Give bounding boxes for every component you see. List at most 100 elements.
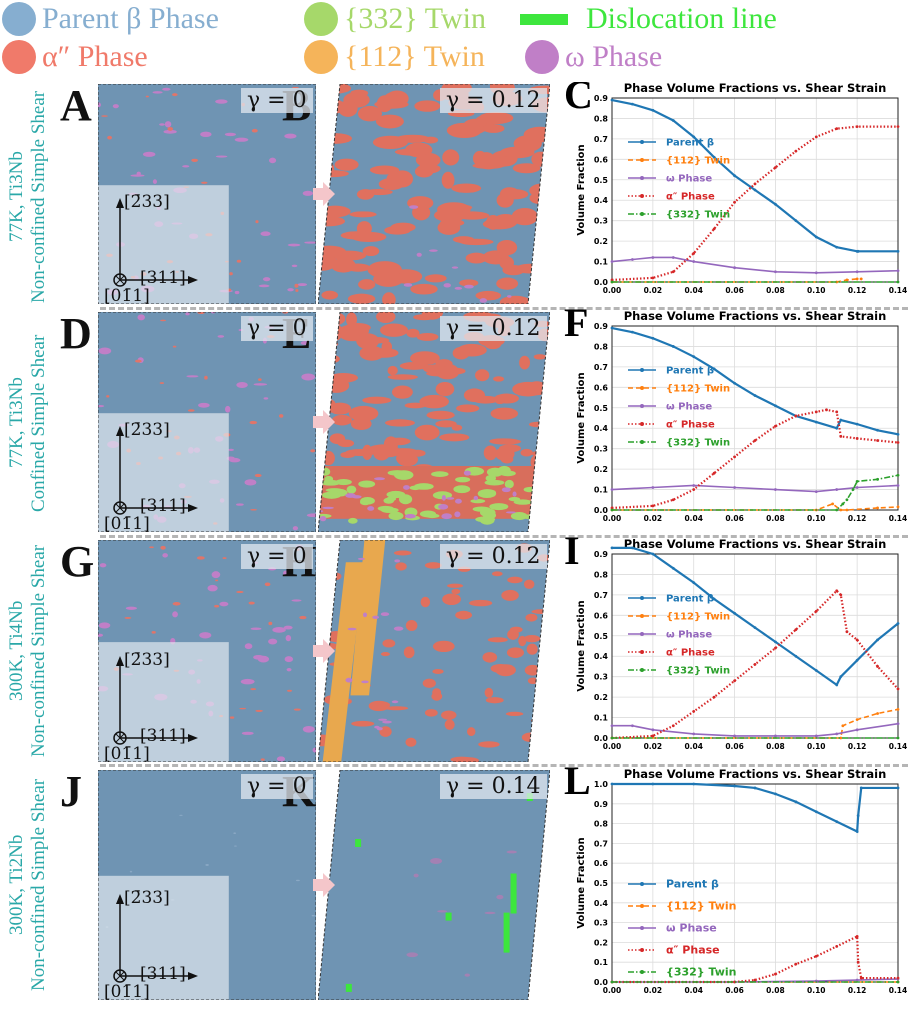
- beta-grain: [233, 832, 237, 834]
- out-of-plane-icon: [115, 275, 125, 285]
- legend-marker-icon: [640, 614, 644, 618]
- alpha-domain: [379, 323, 409, 337]
- arrow-head-icon: [116, 894, 124, 904]
- series-point: [671, 345, 675, 348]
- omega-cluster: [300, 341, 310, 345]
- y-tick-label: 0.2: [594, 465, 608, 474]
- omega-cluster: [234, 137, 249, 142]
- legend-marker-icon: [640, 176, 644, 180]
- omega-cluster: [285, 635, 292, 642]
- x-tick-label: 0.00: [603, 986, 622, 995]
- twin-332-domain: [432, 491, 453, 500]
- series-line-2: [612, 722, 899, 737]
- alpha-cluster: [250, 688, 257, 691]
- y-tick-label: 0.0: [594, 734, 609, 743]
- twin-332-domain: [358, 480, 376, 488]
- row-label-line2: Non-confined Simple Shear: [28, 90, 49, 304]
- series-point: [610, 260, 614, 263]
- series-point: [814, 271, 818, 275]
- axis-label-right: [311]: [140, 726, 186, 746]
- series-point: [876, 712, 879, 715]
- omega-cluster: [142, 151, 156, 157]
- omega-cluster: [98, 622, 111, 629]
- series-point: [855, 830, 859, 833]
- legend-marker-icon: [640, 140, 644, 144]
- alpha-cluster: [149, 546, 154, 549]
- alpha-domain: [531, 717, 550, 725]
- omega-cluster: [454, 286, 463, 290]
- series-point: [896, 976, 900, 980]
- alpha-domain: [367, 261, 402, 279]
- series-point: [651, 276, 655, 280]
- omega-cluster: [391, 700, 399, 704]
- alpha-cluster: [196, 556, 205, 560]
- legend-dot-icon: [304, 40, 338, 74]
- twin-332-domain: [470, 499, 486, 504]
- twin-332-domain: [484, 479, 505, 486]
- series-point: [856, 960, 860, 964]
- alpha-domain: [414, 100, 441, 112]
- alpha-domain: [321, 290, 339, 300]
- x-tick-label: 0.08: [766, 742, 785, 751]
- omega-cluster: [241, 731, 254, 735]
- alpha-domain: [511, 208, 539, 226]
- alpha-domain: [528, 421, 547, 428]
- alpha-domain: [415, 152, 441, 168]
- series-point: [712, 227, 716, 231]
- legend-label: Dislocation line: [586, 2, 777, 35]
- snapshot-sheared: [318, 770, 550, 1000]
- alpha-domain: [338, 100, 358, 117]
- y-tick-label: 0.4: [594, 899, 609, 908]
- alpha-domain: [484, 339, 502, 350]
- row-label-line2: Confined Simple Shear: [28, 334, 49, 512]
- plot-frame: [611, 553, 899, 739]
- alpha-domain: [364, 188, 393, 196]
- alpha-cluster: [172, 345, 177, 348]
- legend-marker-icon: [640, 404, 644, 408]
- omega-cluster: [224, 405, 231, 413]
- alpha-domain: [524, 664, 541, 676]
- series-point: [855, 422, 859, 426]
- omega-cluster: [172, 611, 178, 618]
- alpha-domain: [475, 369, 490, 382]
- series-point: [651, 336, 655, 340]
- omega-cluster: [312, 747, 316, 753]
- beta-grain: [311, 914, 315, 917]
- alpha-cluster: [249, 420, 258, 425]
- series-point: [856, 249, 860, 253]
- alpha-cluster: [124, 616, 132, 619]
- legend-332-twin: {332} Twin: [304, 2, 486, 36]
- alpha-domain: [391, 385, 413, 399]
- series-point: [651, 486, 655, 489]
- x-tick-label: 0.02: [644, 514, 663, 523]
- series-point: [855, 270, 859, 274]
- alpha-domain: [493, 376, 505, 382]
- omega-cluster: [484, 911, 496, 915]
- twin-332-domain: [482, 511, 497, 520]
- series-point: [814, 420, 818, 424]
- y-tick-label: 0.1: [594, 714, 609, 723]
- alpha-domain: [482, 652, 498, 663]
- series-line-3: [611, 408, 899, 510]
- y-tick-label: 0.5: [594, 404, 609, 413]
- transition-arrow-icon: [313, 410, 335, 434]
- alpha-cluster: [160, 319, 166, 322]
- x-tick-label: 0.06: [725, 286, 744, 295]
- omega-cluster: [211, 571, 221, 579]
- x-tick-label: 0.02: [644, 286, 663, 295]
- x-tick-label: 0.12: [848, 286, 867, 295]
- twin-332-domain: [489, 503, 509, 511]
- snapshot-sheared: [318, 312, 550, 532]
- series-point: [855, 277, 859, 281]
- series-point: [692, 251, 696, 255]
- legend-entry: {332} Twin: [666, 966, 737, 979]
- gamma-initial: γ = 0: [241, 544, 313, 569]
- series-point: [692, 260, 696, 263]
- omega-cluster: [257, 655, 270, 663]
- omega-cluster: [163, 129, 177, 134]
- alpha-domain: [420, 596, 431, 608]
- gamma-sheared: γ = 0.12: [440, 88, 547, 113]
- legend-entry: α″ Phase: [666, 420, 715, 431]
- row-separator: [100, 764, 908, 767]
- alpha-domain: [485, 697, 504, 704]
